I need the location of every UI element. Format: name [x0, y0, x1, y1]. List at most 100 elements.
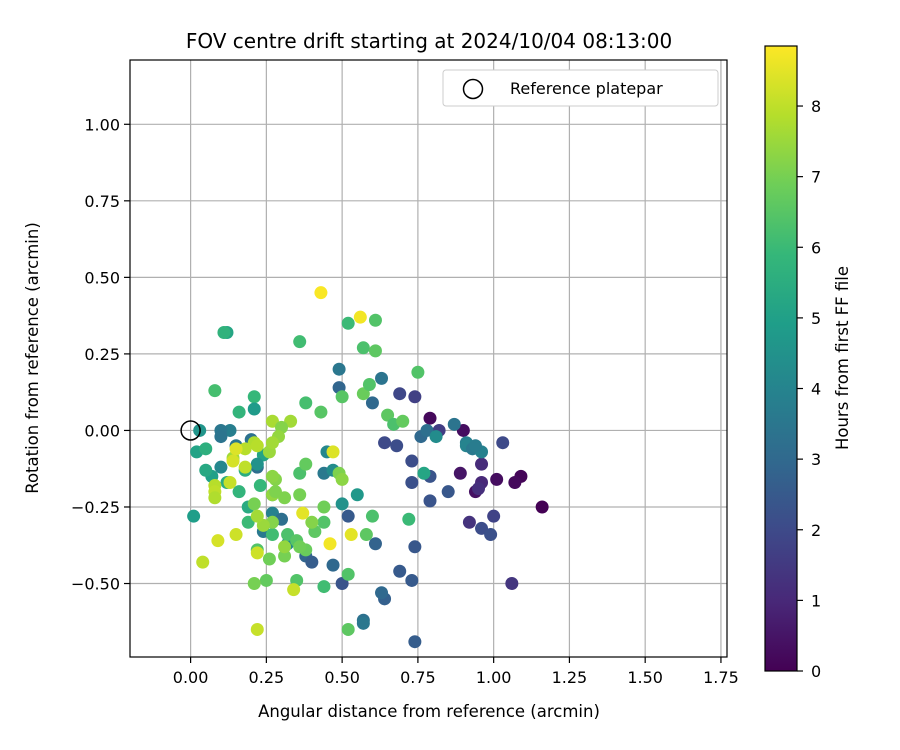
chart-title: FOV centre drift starting at 2024/10/04 … — [186, 29, 672, 53]
data-point — [408, 635, 422, 649]
colorbar-tick-label: 1 — [811, 591, 821, 610]
data-point — [490, 472, 504, 486]
y-tick-label: 0.75 — [84, 192, 120, 211]
y-axis-ticks: −0.50 −0.25 0.00 0.25 0.50 0.75 1.00 — [71, 115, 130, 594]
data-point — [323, 537, 337, 551]
data-point — [317, 580, 331, 594]
data-point — [247, 497, 261, 511]
data-point — [287, 583, 301, 597]
data-point — [496, 436, 510, 450]
data-point — [299, 396, 313, 410]
legend-box — [442, 69, 719, 107]
plot-frame — [129, 59, 728, 658]
colorbar-tick-label: 6 — [811, 238, 821, 257]
data-point — [250, 509, 264, 523]
data-point — [247, 390, 261, 404]
data-point — [487, 509, 501, 523]
data-point — [405, 475, 419, 489]
data-point — [350, 488, 364, 502]
data-point — [535, 500, 549, 514]
legend-entry-reference-platepar: Reference platepar — [510, 79, 663, 98]
colorbar-gradient — [764, 45, 798, 672]
data-point — [293, 488, 307, 502]
data-point — [390, 439, 404, 453]
data-point — [281, 528, 295, 542]
x-axis-label: Angular distance from reference (arcmin) — [258, 702, 600, 721]
data-point — [262, 552, 276, 566]
data-points — [187, 286, 549, 649]
data-point — [326, 445, 340, 459]
data-point — [408, 390, 422, 404]
data-point — [417, 466, 431, 480]
data-point — [475, 521, 489, 535]
data-point — [335, 497, 349, 511]
x-tick-label: 0.25 — [249, 668, 285, 687]
data-point — [265, 469, 279, 483]
data-point — [305, 555, 319, 569]
x-tick-label: 1.25 — [552, 668, 588, 687]
data-point — [341, 316, 355, 330]
y-tick-label: 1.00 — [84, 115, 120, 134]
x-axis-ticks: 0.00 0.25 0.50 0.75 1.00 1.25 1.50 1.75 — [173, 657, 739, 687]
data-point — [256, 518, 270, 532]
data-point — [208, 384, 222, 398]
colorbar-tick-label: 2 — [811, 521, 821, 540]
y-axis-label: Rotation from reference (arcmin) — [23, 222, 42, 494]
data-point — [314, 405, 328, 419]
data-point — [332, 362, 346, 376]
data-point — [378, 436, 392, 450]
data-point — [241, 515, 255, 529]
data-point — [187, 509, 201, 523]
data-point — [238, 442, 252, 456]
data-point — [462, 515, 476, 529]
data-point — [250, 622, 264, 636]
data-point — [250, 439, 264, 453]
colorbar-label: Hours from first FF file — [833, 266, 852, 450]
data-point — [278, 540, 292, 554]
data-point — [229, 528, 243, 542]
data-point — [368, 313, 382, 327]
colorbar-tick-label: 3 — [811, 450, 821, 469]
data-point — [305, 515, 319, 529]
x-tick-label: 1.75 — [703, 668, 739, 687]
y-tick-label: 0.25 — [84, 345, 120, 364]
data-point — [475, 457, 489, 471]
data-point — [365, 509, 379, 523]
data-point — [199, 463, 213, 477]
data-point — [393, 387, 407, 401]
colorbar-tick-label: 8 — [811, 97, 821, 116]
data-point — [214, 460, 228, 474]
data-point — [393, 564, 407, 578]
data-point — [265, 528, 279, 542]
data-point — [447, 417, 461, 431]
data-point — [259, 573, 273, 587]
data-point — [365, 396, 379, 410]
data-point — [405, 573, 419, 587]
data-point — [408, 540, 422, 554]
data-point — [232, 405, 246, 419]
data-point — [341, 509, 355, 523]
data-point — [278, 549, 292, 563]
colorbar: 0 1 2 3 4 5 6 7 8 Hours from first FF file — [764, 45, 852, 681]
data-point — [359, 528, 373, 542]
data-point — [265, 506, 279, 520]
data-point — [335, 390, 349, 404]
data-point — [381, 408, 395, 422]
data-point — [508, 475, 522, 489]
data-point — [353, 310, 367, 324]
data-point — [317, 515, 331, 529]
data-point — [211, 534, 225, 548]
data-point — [229, 442, 243, 456]
data-point — [362, 378, 376, 392]
x-tick-label: 1.50 — [627, 668, 663, 687]
data-point — [375, 371, 389, 385]
data-point — [226, 454, 240, 468]
data-point — [396, 414, 410, 428]
data-point — [335, 472, 349, 486]
data-point — [356, 616, 370, 630]
data-point — [356, 341, 370, 355]
data-point — [268, 485, 282, 499]
data-point — [199, 442, 213, 456]
data-point — [484, 528, 498, 542]
